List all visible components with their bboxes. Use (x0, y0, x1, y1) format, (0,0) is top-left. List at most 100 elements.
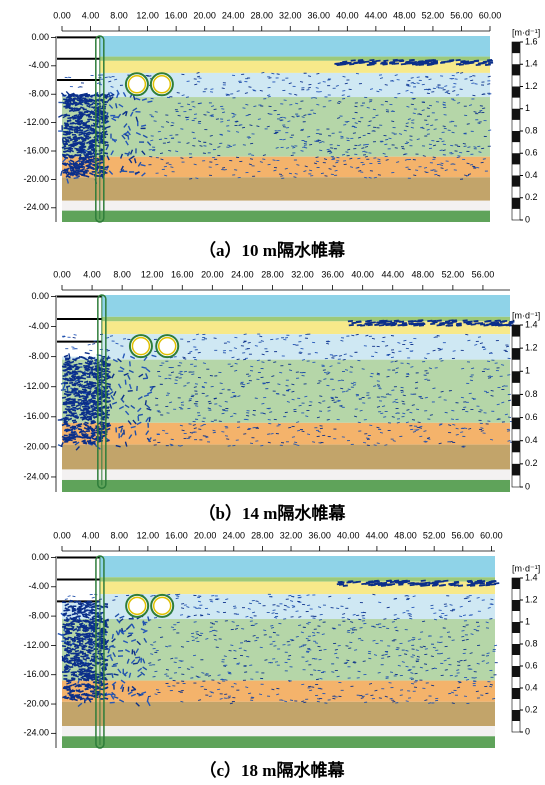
flow-vector (91, 394, 95, 395)
flow-vector (76, 402, 80, 403)
flow-vector (345, 370, 348, 371)
flow-vector (382, 583, 387, 584)
flow-vector (69, 353, 70, 358)
flow-vector (77, 630, 81, 631)
flow-vector (65, 107, 69, 108)
flow-vector (363, 612, 366, 613)
flow-vector (377, 385, 380, 386)
flow-vector (365, 152, 368, 153)
flow-vector (77, 634, 81, 635)
flow-vector (85, 170, 89, 171)
flow-vector (335, 649, 338, 650)
flow-vector (475, 582, 480, 583)
flow-vector (483, 159, 486, 160)
flow-vector (65, 687, 69, 688)
x-tick-label: 32.00 (279, 10, 302, 20)
flow-vector (187, 383, 190, 384)
flow-vector (480, 581, 485, 582)
flow-vector (441, 62, 446, 63)
flow-vector (216, 119, 219, 120)
flow-vector (371, 63, 376, 64)
flow-vector (260, 90, 263, 91)
flow-vector (248, 376, 251, 377)
soil-layer (62, 726, 495, 736)
flow-vector (64, 127, 68, 128)
flow-vector (456, 323, 461, 324)
flow-vector (64, 419, 68, 420)
flow-vector (84, 102, 88, 103)
flow-vector (260, 647, 263, 648)
flow-vector (398, 325, 403, 326)
soil-layer (62, 295, 510, 317)
flow-vector (470, 164, 473, 165)
flow-vector (408, 321, 413, 322)
x-tick-label: 8.00 (110, 10, 128, 20)
flow-vector (73, 442, 77, 443)
flow-vector (374, 584, 379, 585)
x-tick-label: 52.00 (423, 530, 446, 540)
flow-vector (221, 432, 224, 433)
x-tick-label: 12.00 (136, 10, 159, 20)
flow-vector (268, 164, 271, 165)
flow-vector (468, 669, 471, 670)
colorbar-block (512, 710, 520, 721)
flow-vector (402, 325, 407, 326)
flow-vector (450, 585, 455, 586)
x-tick-label: 0.00 (53, 10, 71, 20)
flow-vector (412, 64, 417, 65)
colorbar-unit: [m·d⁻¹] (512, 310, 540, 320)
pipe (151, 595, 173, 617)
colorbar-label: 1.2 (525, 343, 538, 353)
flow-vector (175, 380, 178, 381)
flow-vector (457, 157, 460, 158)
flow-vector (176, 596, 179, 597)
colorbar-unit: [m·d⁻¹] (512, 563, 540, 573)
flow-vector (187, 438, 190, 439)
flow-vector (309, 144, 312, 145)
flow-vector (478, 337, 481, 338)
flow-vector (84, 136, 88, 137)
flow-vector (429, 105, 432, 106)
flow-vector (412, 655, 415, 656)
soil-layer (62, 556, 495, 577)
flow-vector (73, 337, 76, 338)
flow-vector (79, 396, 83, 397)
flow-vector (452, 322, 457, 323)
flow-vector (463, 626, 466, 627)
flow-vector (470, 80, 473, 81)
flow-vector (297, 430, 300, 431)
flow-vector (327, 419, 330, 420)
flow-vector (228, 672, 231, 673)
flow-vector (284, 610, 287, 611)
flow-vector (327, 372, 330, 373)
flow-vector (385, 346, 388, 347)
flow-vector (436, 581, 441, 582)
flow-vector (72, 619, 76, 620)
flow-vector (255, 346, 258, 347)
colorbar-block (512, 109, 520, 120)
flow-vector (377, 443, 380, 444)
flow-vector (408, 583, 413, 584)
colorbar-label: 1 (525, 616, 530, 626)
flow-vector (210, 92, 213, 93)
colorbar-label: 1.2 (525, 594, 538, 604)
flow-vector (67, 652, 71, 653)
flow-vector (74, 395, 78, 396)
flow-vector (77, 142, 81, 143)
flow-vector (70, 415, 74, 416)
x-tick-label: 28.00 (250, 10, 273, 20)
flow-vector (85, 663, 89, 664)
flow-vector (182, 357, 185, 358)
flow-vector (392, 323, 397, 324)
flow-vector (351, 60, 356, 61)
flow-vector (351, 323, 356, 324)
colorbar-block (512, 64, 520, 75)
flow-vector (222, 88, 225, 89)
flow-vector (62, 397, 66, 398)
flow-vector (342, 154, 345, 155)
flow-vector (373, 109, 376, 110)
flow-vector (71, 691, 75, 692)
flow-vector (340, 63, 345, 64)
flow-vector (417, 114, 420, 115)
flow-vector (394, 60, 399, 61)
